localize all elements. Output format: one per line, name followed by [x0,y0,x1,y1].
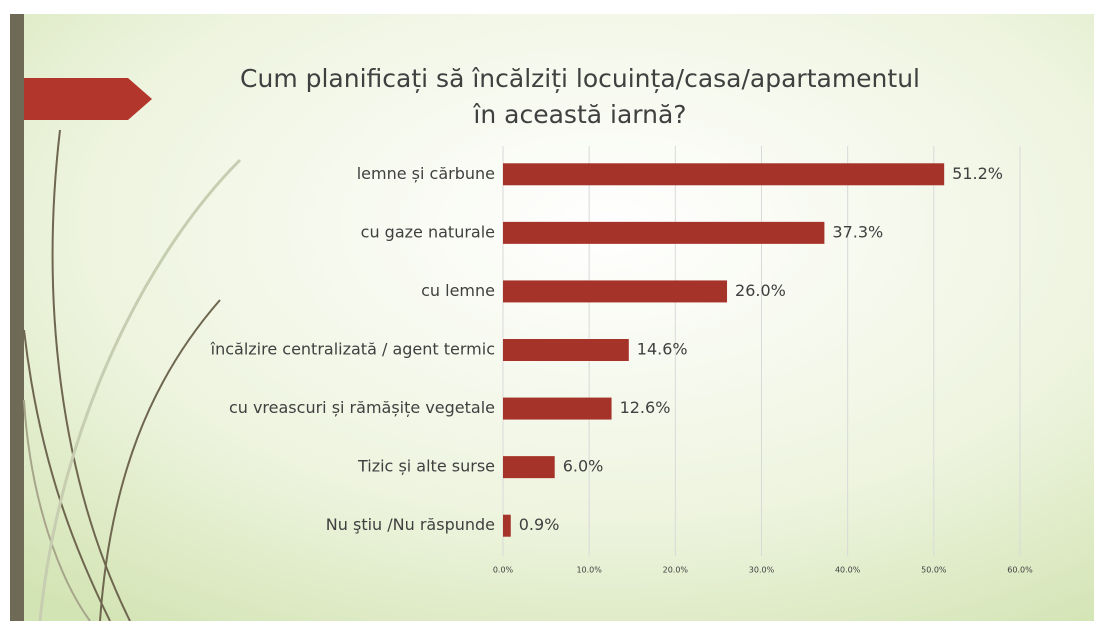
chart-title: Cum planificați să încălziți locuința/ca… [240,64,920,93]
y-tick-label: Nu ştiu /Nu răspunde [326,515,495,534]
decor-curves [23,129,242,621]
x-tick-label: 50.0% [921,566,947,575]
y-tick-label: Tizic și alte surse [357,457,495,476]
data-label: 26.0% [735,281,786,300]
background [10,14,1094,621]
data-label: 12.6% [620,398,671,417]
y-tick-label: cu lemne [421,281,495,300]
data-label: 0.9% [519,515,560,534]
data-label: 14.6% [637,340,688,359]
y-tick-label: lemne și cărbune [357,164,495,183]
bar [503,514,511,537]
side-bar [10,14,24,621]
x-tick-label: 60.0% [1007,566,1033,575]
bar [503,221,825,244]
y-tick-label: cu vreascuri și rămășițe vegetale [229,398,495,417]
bar [503,456,555,479]
bar [503,339,629,361]
arrow-shape [24,78,152,120]
data-label: 6.0% [563,457,604,476]
x-tick-label: 10.0% [576,566,602,575]
y-tick-label: încălzire centralizată / agent termic [210,340,495,359]
bar [503,163,945,186]
bar [503,280,728,303]
y-tick-label: cu gaze naturale [361,222,495,241]
data-label: 51.2% [952,164,1003,183]
x-tick-label: 20.0% [663,566,689,575]
chart-title: în această iarnă? [472,100,686,129]
data-label: 37.3% [832,222,883,241]
x-tick-label: 0.0% [493,566,514,575]
x-tick-label: 30.0% [749,566,775,575]
x-tick-label: 40.0% [835,566,861,575]
bar [503,397,612,420]
